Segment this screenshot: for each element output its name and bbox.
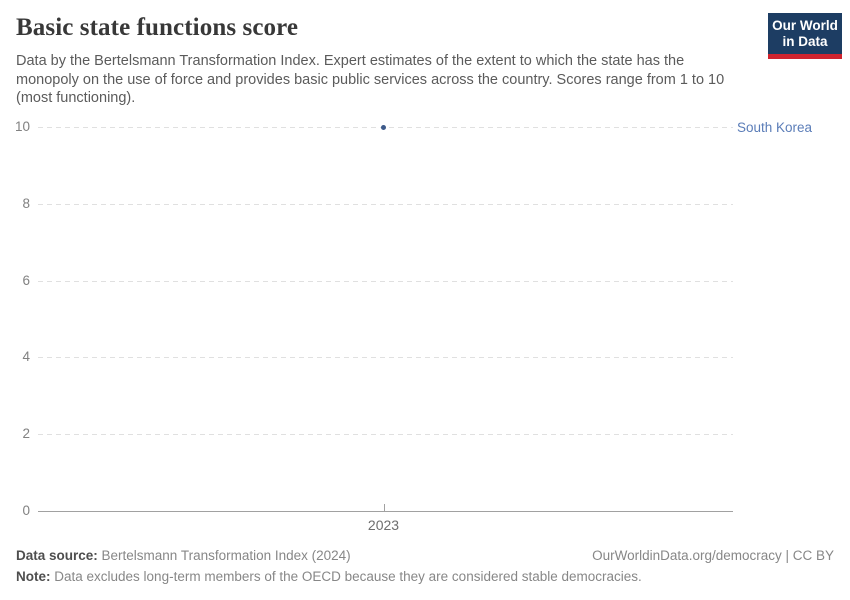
y-axis-tick-label: 10 <box>14 119 30 134</box>
y-axis-tick-label: 4 <box>22 349 30 365</box>
data-source-text: Bertelsmann Transformation Index (2024) <box>97 548 351 563</box>
data-source-line: Data source: Bertelsmann Transformation … <box>16 548 351 563</box>
owid-logo[interactable]: Our World in Data <box>768 13 842 59</box>
chart-subtitle: Data by the Bertelsmann Transformation I… <box>16 53 725 106</box>
y-axis-tick-label: 2 <box>22 426 30 442</box>
y-axis-tick-label: 0 <box>22 503 30 518</box>
gridline <box>38 203 733 205</box>
owid-logo-text: Our World in Data <box>768 13 842 54</box>
y-axis-tick-label: 8 <box>22 195 30 211</box>
x-axis-tick <box>383 504 385 511</box>
note-label: Note: <box>16 569 51 584</box>
owid-logo-line2: in Data <box>782 34 828 49</box>
chart-footer: Data source: Bertelsmann Transformation … <box>16 548 834 584</box>
gridline <box>38 280 733 282</box>
data-point-south-korea[interactable] <box>381 124 386 130</box>
gridline <box>38 434 733 436</box>
entity-label-south-korea[interactable]: South Korea <box>737 120 813 135</box>
chart-title: Basic state functions score <box>16 14 299 41</box>
owid-logo-accent-bar <box>768 54 842 59</box>
owid-credit-link[interactable]: OurWorldinData.org/democracy | CC BY <box>592 548 834 563</box>
x-axis-line <box>38 511 733 512</box>
gridline <box>38 357 733 359</box>
note-line: Note: Data excludes long-term members of… <box>16 569 834 584</box>
y-axis-tick-label: 6 <box>22 272 30 288</box>
data-source-label: Data source: <box>16 548 98 563</box>
x-axis-tick-label: 2023 <box>367 517 400 533</box>
owid-logo-line1: Our World <box>772 18 838 33</box>
note-text: Data excludes long-term members of the O… <box>50 569 642 584</box>
